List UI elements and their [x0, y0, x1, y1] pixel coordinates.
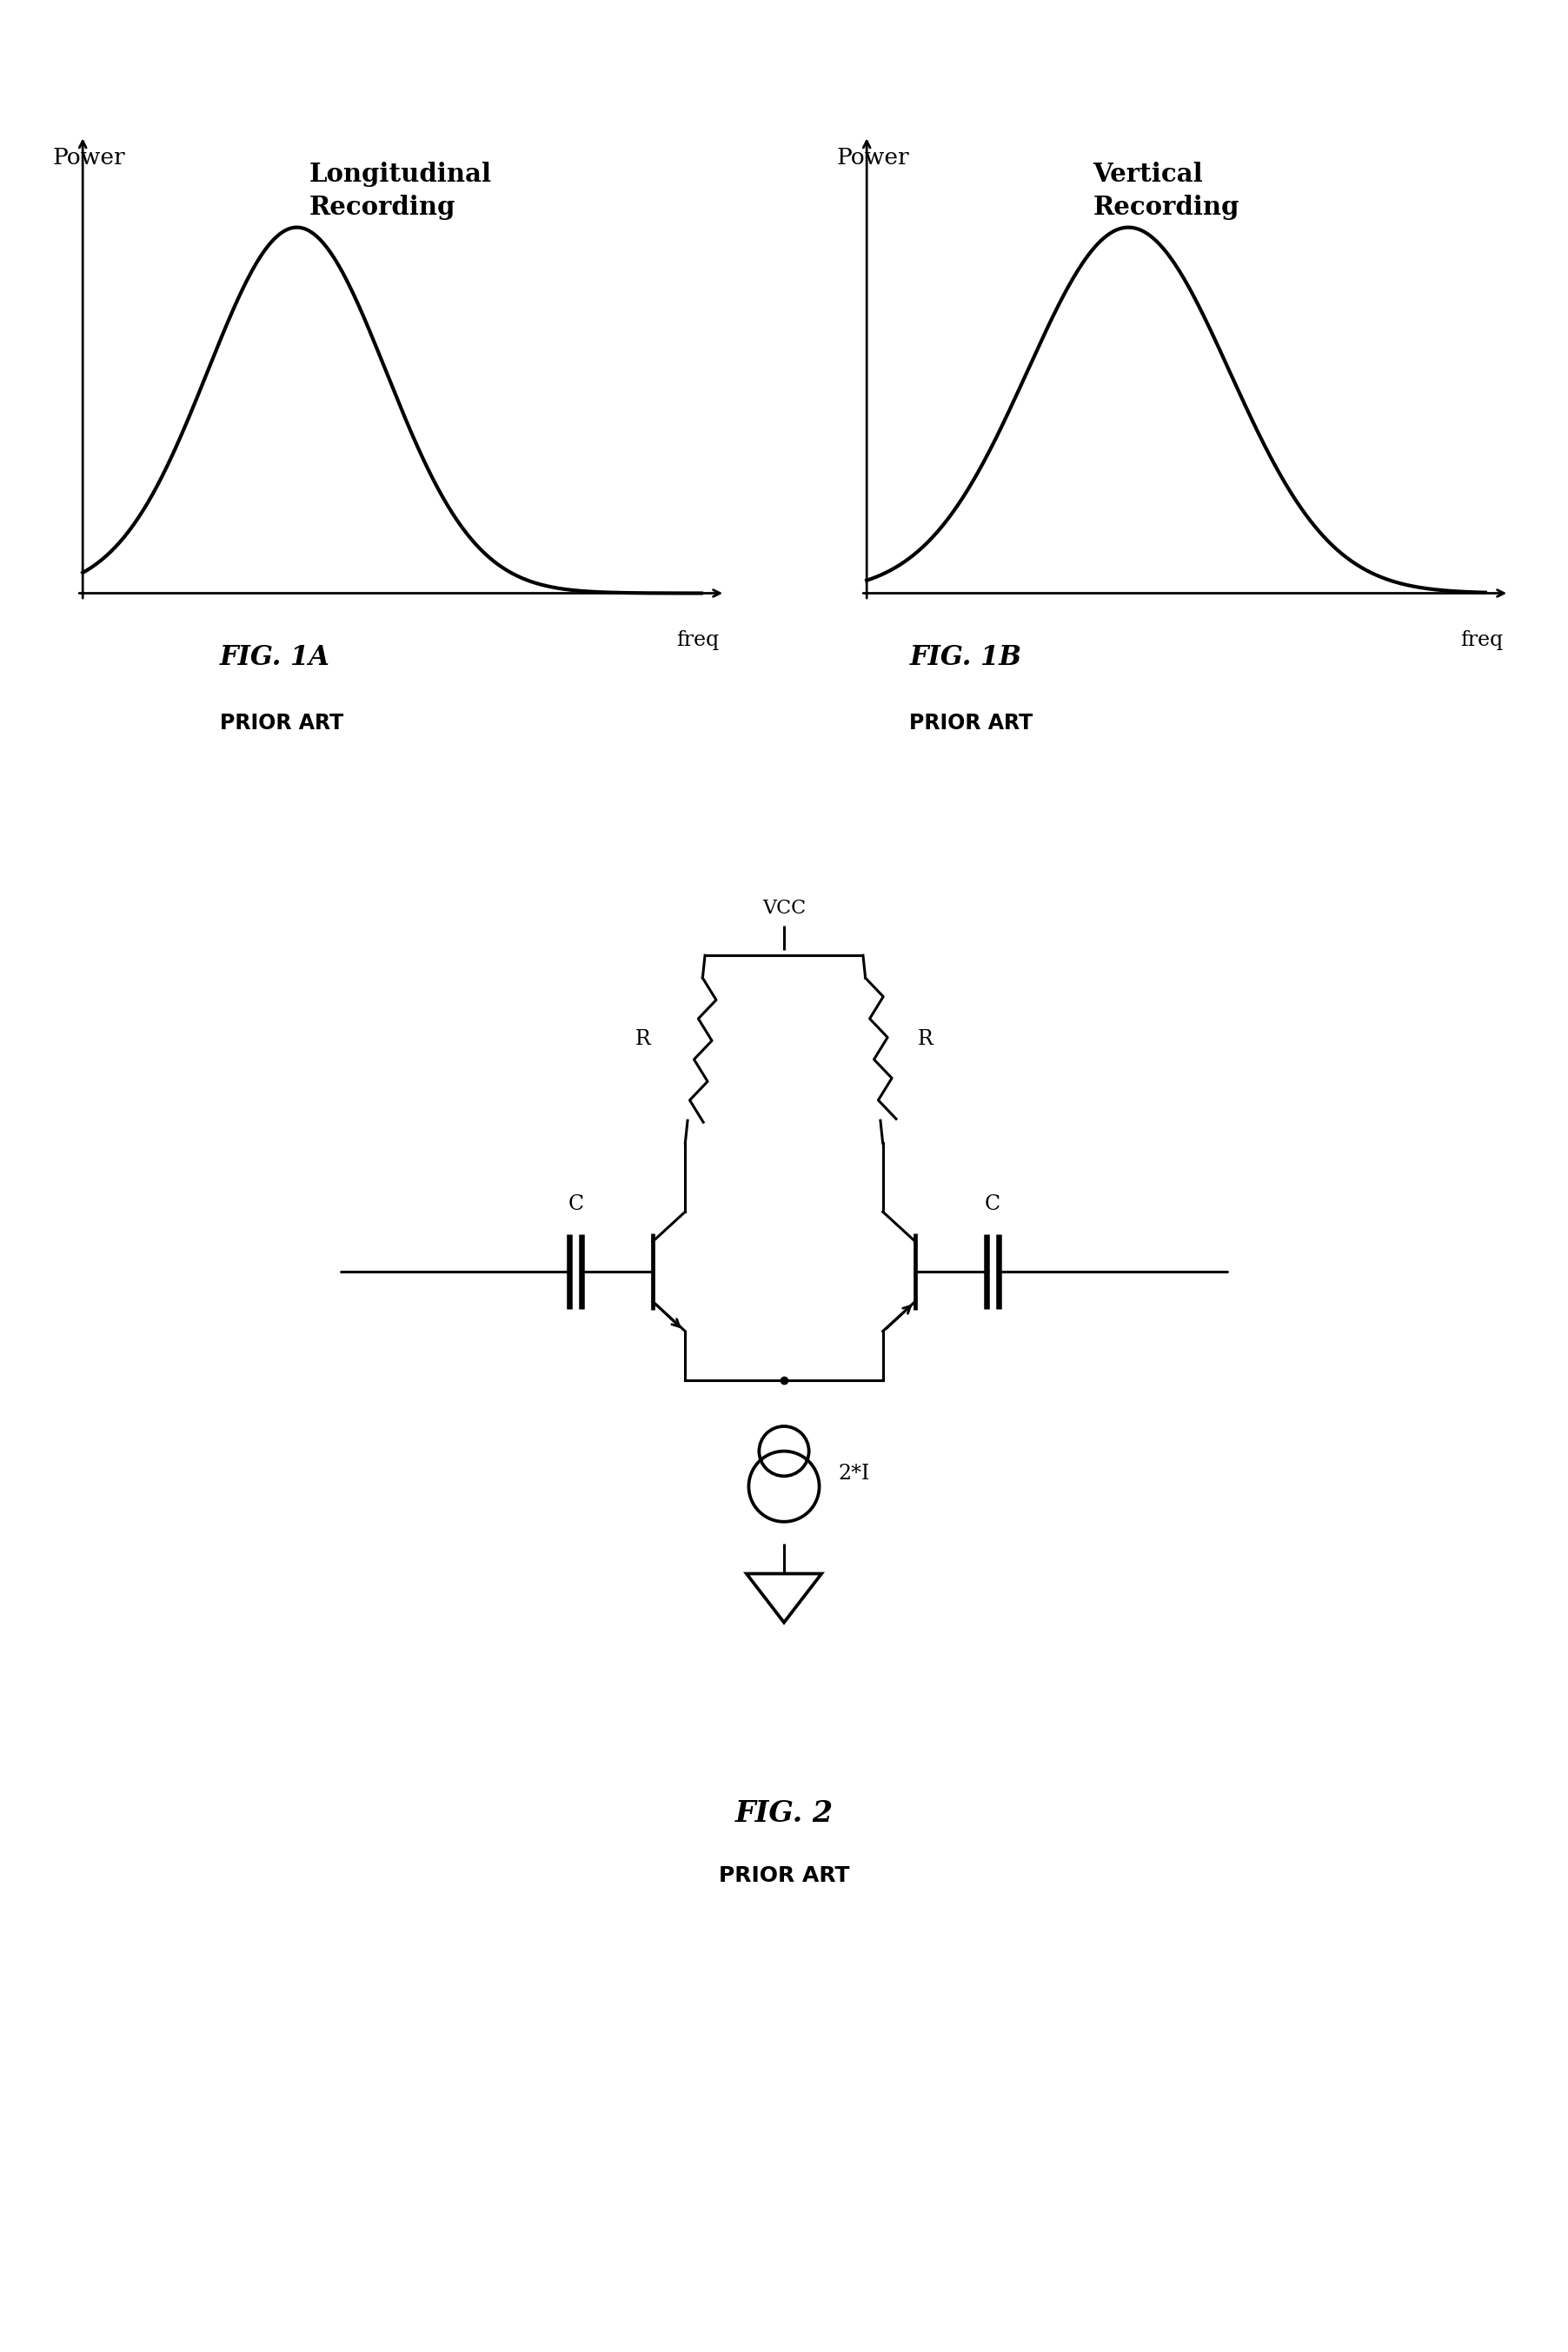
Text: Longitudinal
Recording: Longitudinal Recording	[309, 162, 491, 221]
Text: PRIOR ART: PRIOR ART	[718, 1865, 850, 1886]
Text: FIG. 1A: FIG. 1A	[220, 644, 329, 670]
Text: 2*I: 2*I	[839, 1463, 870, 1484]
Text: freq: freq	[1460, 630, 1504, 649]
Text: Vertical
Recording: Vertical Recording	[1093, 162, 1239, 221]
Text: freq: freq	[676, 630, 720, 649]
Text: R: R	[635, 1030, 651, 1049]
Text: R: R	[917, 1030, 933, 1049]
Text: FIG. 2: FIG. 2	[735, 1799, 833, 1828]
Text: FIG. 1B: FIG. 1B	[909, 644, 1022, 670]
Text: VCC: VCC	[762, 898, 806, 917]
Text: PRIOR ART: PRIOR ART	[220, 713, 343, 734]
Text: PRIOR ART: PRIOR ART	[909, 713, 1033, 734]
Text: Power: Power	[837, 146, 909, 169]
Text: Power: Power	[53, 146, 125, 169]
Text: C: C	[985, 1195, 1000, 1214]
Text: C: C	[568, 1195, 583, 1214]
